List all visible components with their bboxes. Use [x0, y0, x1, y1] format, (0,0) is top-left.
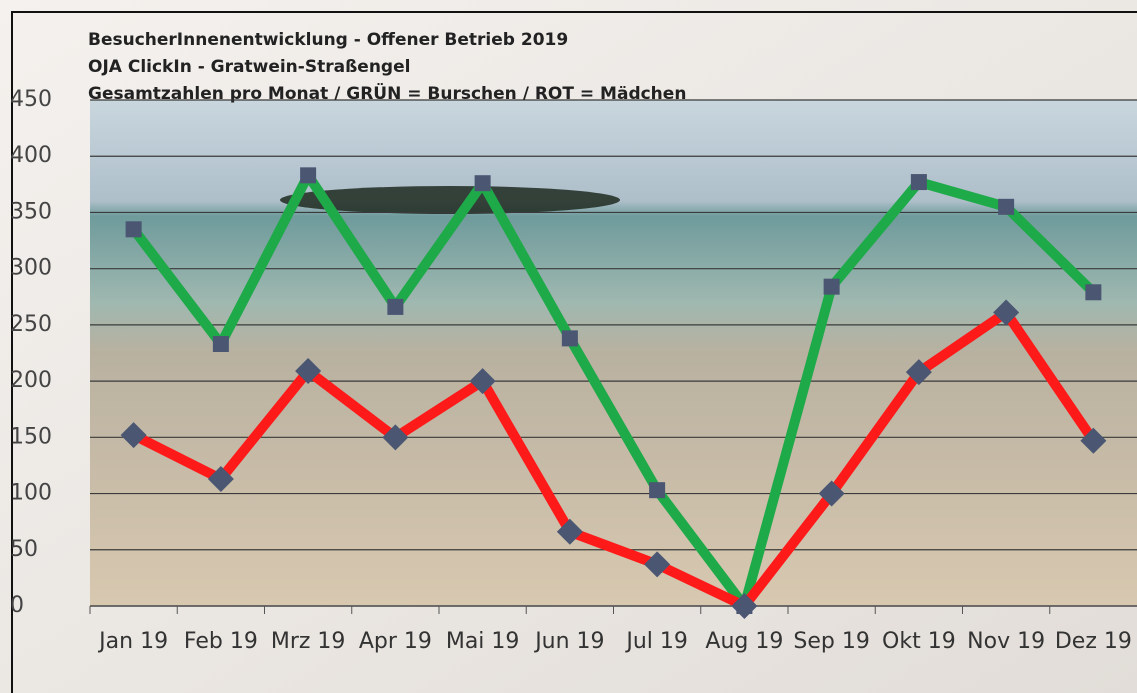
marker: [387, 298, 404, 315]
y-tick-label: 0: [10, 593, 24, 618]
marker: [910, 174, 927, 191]
x-tick-label: Jul 19: [626, 629, 688, 654]
marker: [644, 551, 671, 578]
y-tick-label: 50: [10, 537, 38, 562]
marker: [1080, 427, 1107, 454]
marker: [212, 336, 229, 353]
marker: [474, 175, 491, 192]
x-tick-label: Jun 19: [535, 629, 605, 654]
chart-subtitle: OJA ClickIn - Gratwein-Straßengel: [88, 57, 410, 77]
marker: [120, 422, 147, 449]
marker: [556, 518, 583, 545]
marker: [125, 221, 142, 238]
x-tick-label: Nov 19: [967, 629, 1046, 654]
marker: [818, 480, 845, 507]
marker: [561, 330, 578, 347]
marker: [382, 424, 409, 451]
frame: [11, 11, 1137, 693]
y-tick-label: 400: [10, 143, 52, 168]
marker: [469, 368, 496, 395]
marker: [993, 299, 1020, 326]
marker: [649, 482, 666, 499]
marker: [731, 593, 758, 619]
x-tick-label: Feb 19: [183, 629, 258, 654]
x-tick-label: Mrz 19: [270, 629, 346, 654]
chart-title: BesucherInnenentwicklung - Offener Betri…: [88, 30, 568, 50]
series-line: [129, 170, 1097, 611]
x-tick-label: Jan 19: [99, 629, 169, 654]
x-tick-label: Okt 19: [882, 629, 956, 654]
y-tick-label: 250: [10, 312, 52, 337]
marker: [207, 465, 234, 492]
x-tick-label: Dez 19: [1054, 629, 1132, 654]
marker: [1085, 284, 1102, 301]
marker: [823, 278, 840, 295]
island: [280, 186, 620, 214]
x-tick-label: Mai 19: [445, 629, 520, 654]
y-tick-label: 300: [10, 256, 52, 281]
annotation: Gesamtzahlen pro Monat / GRÜN = Burschen…: [88, 82, 686, 104]
y-tick-label: 100: [10, 481, 52, 506]
plot-background: [90, 100, 1137, 606]
marker: [300, 167, 317, 184]
y-tick-label: 150: [10, 424, 52, 449]
y-tick-label: 450: [10, 87, 52, 112]
y-tick-label: 350: [10, 199, 52, 224]
x-tick-label: Sep 19: [793, 629, 870, 654]
x-tick-label: Apr 19: [358, 629, 432, 654]
y-tick-label: 200: [10, 368, 52, 393]
marker: [998, 198, 1015, 215]
marker: [905, 359, 932, 386]
x-tick-label: Aug 19: [705, 629, 784, 654]
series-line: [131, 307, 1098, 611]
marker: [295, 357, 322, 384]
